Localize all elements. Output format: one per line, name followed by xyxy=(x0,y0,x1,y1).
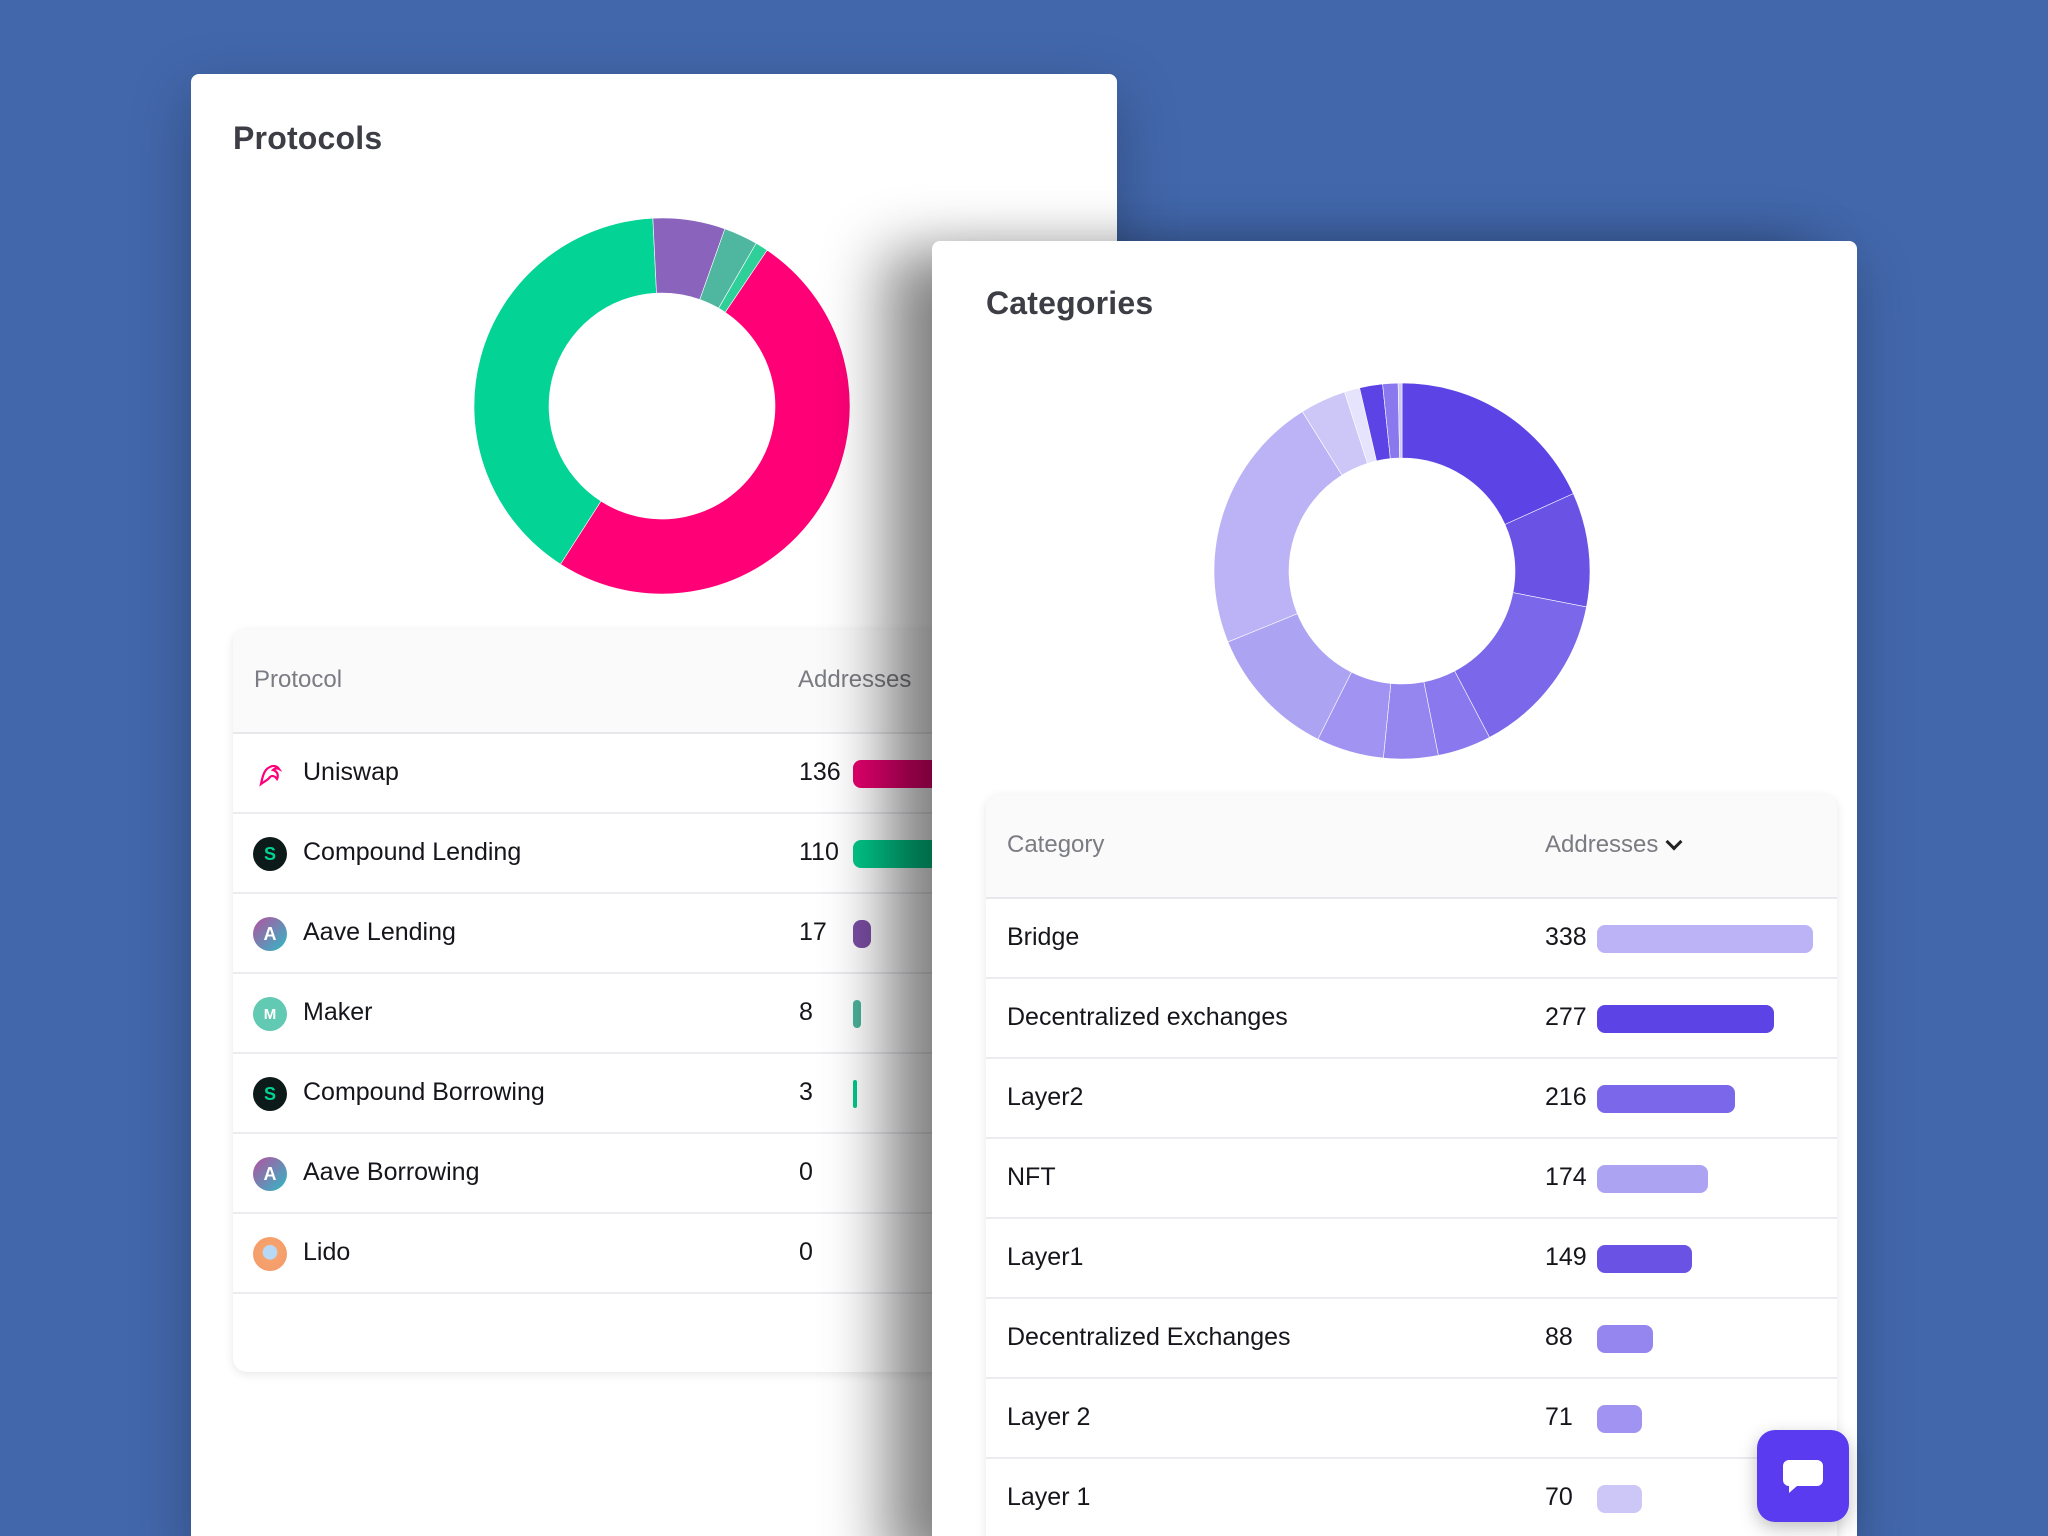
row-addresses-value: 88 xyxy=(1545,1323,1573,1351)
protocols-donut-chart xyxy=(473,217,851,595)
row-addresses-bar xyxy=(1597,1325,1654,1353)
table-row[interactable]: Bridge 338 xyxy=(986,899,1837,979)
row-addresses-value: 17 xyxy=(799,918,827,946)
categories-table: Category Addresses Bridge 338 Decentralize… xyxy=(986,795,1837,1536)
row-name: Lido xyxy=(303,1238,351,1266)
row-addresses-value: 216 xyxy=(1545,1083,1587,1111)
row-addresses-value: 110 xyxy=(799,838,839,866)
row-addresses-value: 71 xyxy=(1545,1403,1573,1431)
table-row[interactable]: Decentralized Exchanges 88 xyxy=(986,1299,1837,1379)
row-addresses-bar xyxy=(1597,1085,1736,1113)
row-addresses-value: 70 xyxy=(1545,1483,1573,1511)
row-name: Layer 2 xyxy=(1007,1403,1091,1431)
row-name: NFT xyxy=(1007,1163,1056,1191)
column-header-addresses-sort[interactable]: Addresses xyxy=(1545,831,1683,859)
table-row[interactable]: Layer 2 71 xyxy=(986,1379,1837,1459)
row-name: Layer1 xyxy=(1007,1243,1084,1271)
table-row[interactable]: Lido 0 xyxy=(233,1214,1113,1294)
table-row[interactable]: Layer2 216 xyxy=(986,1059,1837,1139)
categories-table-header: Category Addresses xyxy=(986,795,1837,899)
donut-slice-bridge[interactable] xyxy=(1213,411,1343,643)
row-addresses-bar xyxy=(853,920,871,948)
table-row[interactable]: Layer 1 70 xyxy=(986,1459,1837,1536)
row-addresses-value: 338 xyxy=(1545,923,1587,951)
row-addresses-bar xyxy=(853,1000,862,1028)
donut-slice-compound-lending[interactable] xyxy=(473,217,657,565)
table-row[interactable]: S Compound Borrowing 3 xyxy=(233,1054,1113,1134)
row-addresses-bar xyxy=(853,1080,857,1108)
categories-title: Categories xyxy=(986,285,1154,321)
row-addresses-value: 0 xyxy=(799,1158,813,1186)
row-addresses-bar xyxy=(1597,1245,1693,1273)
row-addresses-value: 149 xyxy=(1545,1243,1587,1271)
maker-icon: M xyxy=(253,997,287,1031)
chat-button[interactable] xyxy=(1757,1430,1849,1522)
row-name: Uniswap xyxy=(303,758,399,786)
row-addresses-bar xyxy=(1597,1165,1709,1193)
row-name: Compound Borrowing xyxy=(303,1078,545,1106)
row-addresses-bar xyxy=(1597,1405,1643,1433)
row-name: Decentralized Exchanges xyxy=(1007,1323,1291,1351)
categories-card: Categories Category Addresses Bridge 338 D… xyxy=(932,241,1857,1536)
uniswap-icon xyxy=(253,757,287,791)
table-row[interactable]: Layer1 149 xyxy=(986,1219,1837,1299)
column-header-addresses[interactable]: Addresses xyxy=(798,666,912,693)
row-name: Layer 1 xyxy=(1007,1483,1091,1511)
chevron-down-icon xyxy=(1665,833,1683,851)
donut-slice-other-e[interactable] xyxy=(1397,382,1403,459)
aave-icon: A xyxy=(253,917,287,951)
chat-icon xyxy=(1783,1460,1823,1493)
row-addresses-value: 3 xyxy=(799,1078,813,1106)
protocols-title: Protocols xyxy=(233,120,383,156)
row-addresses-bar xyxy=(1597,925,1813,953)
column-header-protocol[interactable]: Protocol xyxy=(254,666,343,693)
row-addresses-value: 8 xyxy=(799,998,813,1026)
row-name: Decentralized exchanges xyxy=(1007,1003,1288,1031)
row-addresses-value: 174 xyxy=(1545,1163,1587,1191)
table-row[interactable]: NFT 174 xyxy=(986,1139,1837,1219)
donut-slice-decentralized-exchanges[interactable] xyxy=(1401,382,1574,525)
row-addresses-bar xyxy=(1597,1485,1642,1513)
row-addresses-value: 0 xyxy=(799,1238,813,1266)
row-name: Layer2 xyxy=(1007,1083,1084,1111)
row-addresses-value: 136 xyxy=(799,758,841,786)
row-addresses-value: 277 xyxy=(1545,1003,1587,1031)
lido-icon xyxy=(253,1237,287,1271)
categories-table-body: Bridge 338 Decentralized exchanges 277 Layer… xyxy=(986,899,1837,1536)
table-row[interactable]: A Aave Borrowing 0 xyxy=(233,1134,1113,1214)
row-name: Bridge xyxy=(1007,923,1080,951)
row-name: Aave Lending xyxy=(303,918,456,946)
row-addresses-bar xyxy=(1597,1005,1775,1033)
column-header-category[interactable]: Category xyxy=(1007,831,1105,858)
column-header-addresses-label: Addresses xyxy=(1545,831,1659,858)
row-name: Compound Lending xyxy=(303,838,522,866)
donut-slice-uniswap[interactable] xyxy=(560,249,851,595)
table-row[interactable]: M Maker 8 xyxy=(233,974,1113,1054)
compound-icon: S xyxy=(253,1077,287,1111)
row-name: Maker xyxy=(303,998,373,1026)
donut-slice-compound-borrowing[interactable] xyxy=(718,242,768,313)
aave-icon: A xyxy=(253,1157,287,1191)
categories-donut-chart xyxy=(1213,382,1591,760)
table-row[interactable]: A Aave Lending 17 xyxy=(233,894,1113,974)
table-row[interactable]: S Compound Lending 110 xyxy=(233,814,1113,894)
compound-icon: S xyxy=(253,837,287,871)
row-name: Aave Borrowing xyxy=(303,1158,480,1186)
table-row[interactable]: Decentralized exchanges 277 xyxy=(986,979,1837,1059)
